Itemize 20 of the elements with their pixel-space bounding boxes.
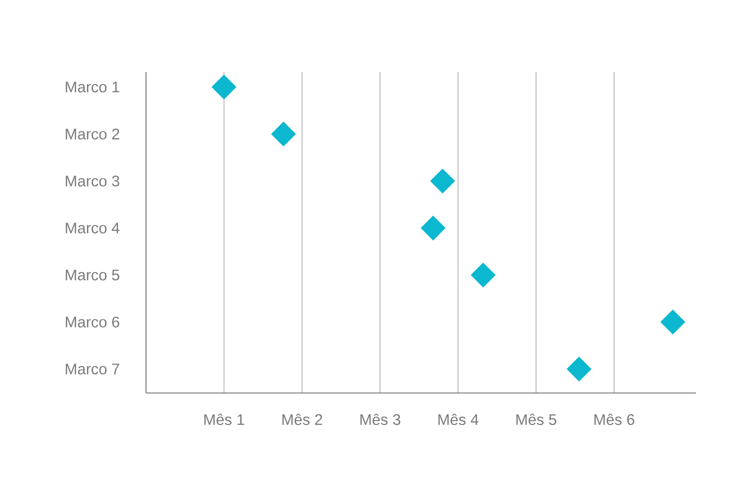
y-tick-label: Marco 6 [66,316,120,328]
y-tick-label: Marco 1 [66,82,120,92]
y-tick-label: Marco 5 [66,270,120,280]
point [271,122,296,146]
point [420,216,446,240]
text: Mês 3 [360,414,400,426]
text: Mês 6 [594,414,634,426]
y-tick-label: Marco 3 [66,176,120,186]
text: Mês 2 [282,414,322,426]
text: Mês 5 [516,414,556,426]
point [430,168,455,194]
point [660,310,686,334]
text: Mês 4 [438,414,478,426]
point [212,74,236,100]
y-tick-label: Marco 7 [66,364,120,374]
point [470,262,496,288]
point [566,356,592,382]
text: Mês 1 [204,414,244,426]
y-tick-label: Marco 4 [66,222,120,234]
y-tick-label: Marco 2 [66,128,120,140]
